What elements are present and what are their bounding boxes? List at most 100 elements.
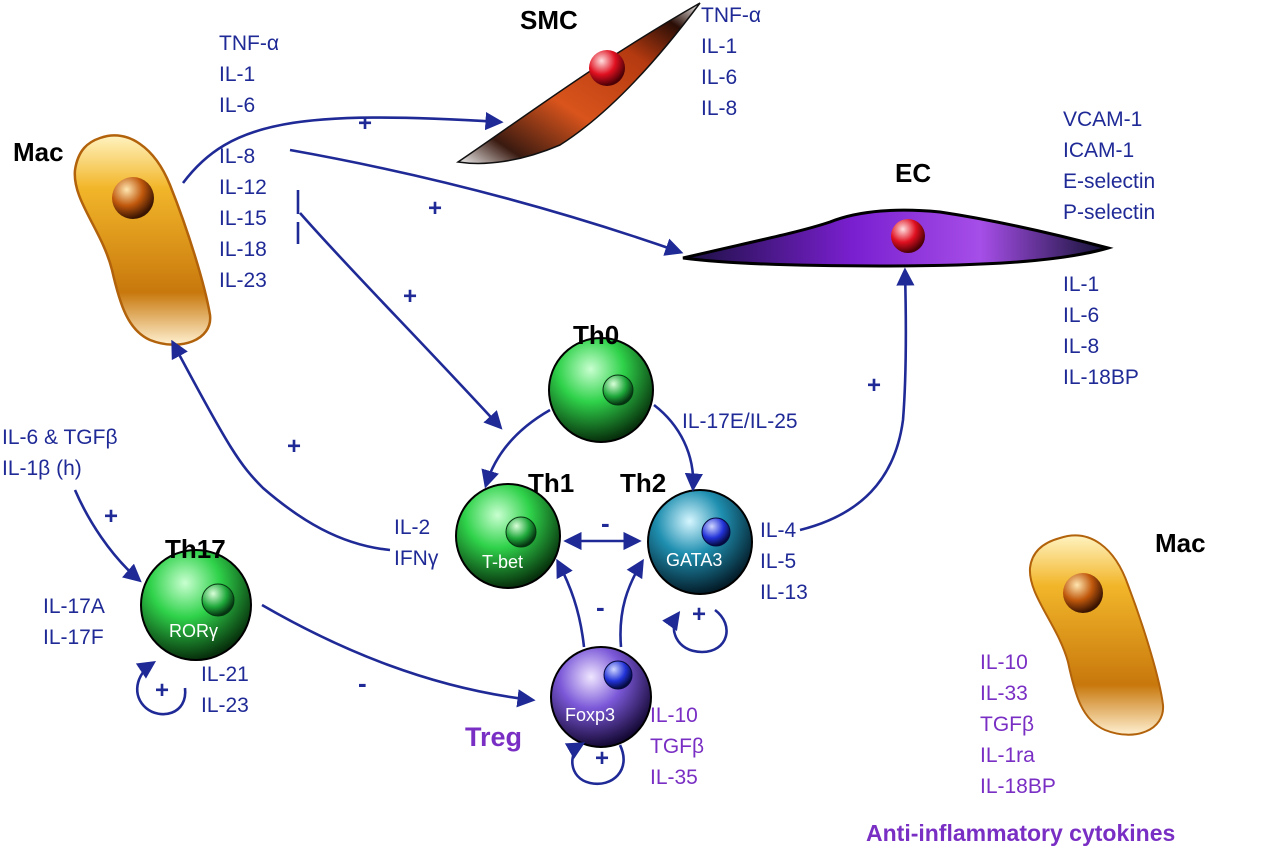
macrophage-right [1028,534,1165,736]
cytokine: IL-6 [701,66,738,89]
arrow-mac-to-th1 [299,212,503,430]
arrow-th1-to-mac [171,339,391,552]
sign-inducers-th17: + [104,503,119,530]
loop-th17 [135,660,187,716]
cytokine: TNF-α [701,4,761,27]
th0-to-th2-cytokine: IL-17E/IL-25 [682,410,798,433]
th17-cell [140,549,252,661]
arrow-mac-to-smc [181,112,504,184]
th17-title: Th17 [165,534,226,564]
th2-cell [647,489,753,595]
ec-title: EC [895,158,932,188]
sign-th1-mac: + [287,433,302,460]
th0-title: Th0 [573,320,620,350]
loop-th2 [662,608,728,654]
cytokine: IL-6 [1063,304,1100,327]
cytokine: IL-4 [760,519,797,542]
cytokine: IL-1ra [980,744,1035,767]
cytokine: IL-5 [760,550,797,573]
sign-th17-loop: + [155,677,170,704]
tf-tbet: T-bet [482,552,524,572]
sign-th2-loop: + [692,601,707,628]
sign-mac-smc: + [358,110,373,137]
adhesion-molecule: VCAM-1 [1063,108,1143,131]
cytokine: IL-18BP [1063,366,1139,389]
treg-cytokines: IL-10 TGFβ IL-35 [650,700,704,793]
arrow-th0-to-th2 [653,403,703,492]
cytokine: IL-23 [219,269,267,292]
cytokine: IL-1 [219,63,256,86]
cytokine: TGFβ [980,713,1035,736]
endothelial-cell [682,208,1114,268]
cytokine: IL-12 [219,176,267,199]
cytokine: IL-1β (h) [2,457,82,480]
cytokine: IL-23 [201,694,249,717]
mac-to-smc-cytokines: TNF-α IL-1 IL-6 [219,28,279,121]
cytokine: IL-18BP [980,775,1056,798]
mac-left-title: Mac [13,137,64,167]
arrow-th17-to-treg [261,603,536,708]
loop-treg [564,742,625,786]
th2-title: Th2 [620,468,667,498]
cytokine: IL-33 [980,682,1028,705]
arrow-th2-to-ec [799,267,915,532]
th0-cell [548,337,654,443]
cytokine: IL-18 [219,238,267,261]
th1-cytokines: IL-2 IFNγ [394,512,438,574]
sign-mac-th1: + [403,283,418,310]
arrow-th0-to-th1 [481,408,551,489]
adhesion-molecule: P-selectin [1063,201,1156,224]
th17-cytokines-left: IL-17A IL-17F [43,591,105,653]
anti-inflammatory-caption: Anti-inflammatory cytokines [866,820,1176,846]
cytokine: IL-17A [43,595,105,618]
tf-foxp3: Foxp3 [565,705,616,725]
th2-cytokines: IL-4 IL-5 IL-13 [760,515,808,608]
cytokine: IL-8 [219,145,256,168]
mac-other-cytokines: IL-8 IL-12 IL-15 IL-18 IL-23 [219,141,267,296]
smc-title: SMC [520,5,578,35]
cytokine: TGFβ [650,735,705,758]
th1-title: Th1 [528,468,575,498]
cytokine: IL-8 [701,97,738,120]
macrophage-left [73,134,212,346]
cytokine: IL-8 [1063,335,1100,358]
smc-cytokines: TNF-α IL-1 IL-6 IL-8 [701,0,761,124]
cytokine: IL-2 [394,516,431,539]
sign-th1-th2: - [601,508,610,538]
cytokine: IL-6 & TGFβ [2,426,118,449]
adhesion-molecule: ICAM-1 [1063,139,1135,162]
mac-right-title: Mac [1155,528,1206,558]
ec-cytokines: IL-1 IL-6 IL-8 IL-18BP [1063,269,1139,393]
cytokine: IL-1 [1063,273,1100,296]
sign-treg-loop: + [595,745,610,772]
cytokine: IL-13 [760,581,808,604]
arrow-treg-to-th2 [619,558,644,648]
cytokine: IL-6 [219,94,256,117]
tf-rorg: RORγ [169,621,218,641]
sign-th17-treg: - [358,668,367,698]
cytokine: IL-10 [650,704,698,727]
mac-right-cytokines: IL-10 IL-33 TGFβ IL-1ra IL-18BP [980,647,1056,802]
cytokine: IL-1 [701,35,738,58]
sign-treg-th: - [596,592,605,622]
ec-adhesion-molecules: VCAM-1 ICAM-1 E-selectin P-selectin [1063,104,1155,228]
cytokine: IL-15 [219,207,267,230]
cytokine: IL-17F [43,626,104,649]
sign-mac-ec: + [428,195,443,222]
cytokine: IL-21 [201,663,249,686]
treg-title: Treg [465,722,523,752]
arrow-mac-to-ec [289,148,684,256]
sign-th2-ec: + [867,372,882,399]
cytokine: IL-35 [650,766,698,789]
cytokine: TNF-α [219,32,279,55]
adhesion-molecule: E-selectin [1063,170,1156,193]
tf-gata3: GATA3 [666,550,723,570]
th1-cell [455,483,561,589]
cytokine: IFNγ [394,547,439,570]
th17-inducers: IL-6 & TGFβ IL-1β (h) [2,422,118,484]
treg-cell [550,646,652,748]
arrow-treg-to-th1 [556,558,586,648]
cytokine: IL-10 [980,651,1028,674]
